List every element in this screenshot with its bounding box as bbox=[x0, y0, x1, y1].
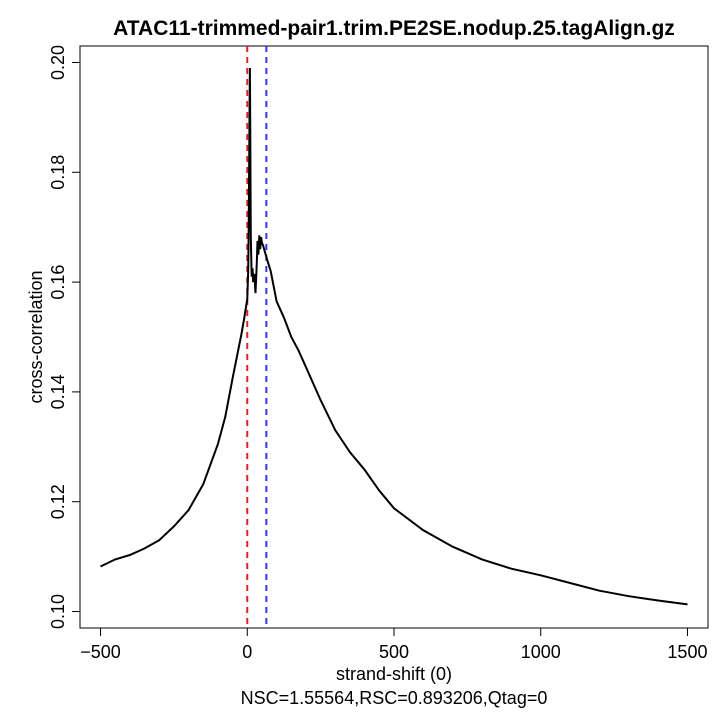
y-tick-label: 0.18 bbox=[48, 155, 68, 190]
series-line bbox=[100, 67, 688, 606]
x-axis-label: strand-shift (0) bbox=[336, 664, 452, 684]
y-axis: 0.10 0.12 0.14 0.16 0.18 0.20 bbox=[48, 45, 81, 629]
x-axis: −500 0 500 1000 1500 bbox=[80, 627, 707, 662]
plot-frame bbox=[79, 45, 709, 629]
x-tick-label: 500 bbox=[379, 642, 409, 662]
y-tick-label: 0.12 bbox=[48, 484, 68, 519]
x-tick-label: 0 bbox=[242, 642, 252, 662]
chart-title: ATAC11-trimmed-pair1.trim.PE2SE.nodup.25… bbox=[113, 17, 675, 40]
chart-subtitle: NSC=1.55564,RSC=0.893206,Qtag=0 bbox=[241, 688, 548, 708]
x-tick-label: −500 bbox=[80, 642, 121, 662]
y-tick-label: 0.10 bbox=[48, 594, 68, 629]
y-tick-label: 0.16 bbox=[48, 265, 68, 300]
y-tick-label: 0.20 bbox=[48, 45, 68, 80]
y-axis-label: cross-correlation bbox=[26, 270, 46, 403]
y-tick-label: 0.14 bbox=[48, 374, 68, 409]
x-tick-label: 1500 bbox=[667, 642, 707, 662]
x-tick-label: 1000 bbox=[521, 642, 561, 662]
